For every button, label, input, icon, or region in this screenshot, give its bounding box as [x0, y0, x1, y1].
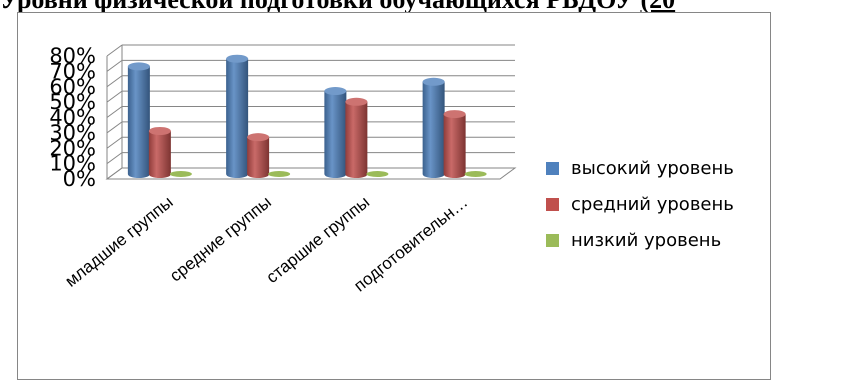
- legend-swatch-medium: [546, 197, 559, 211]
- bar-top: [127, 62, 150, 71]
- bar-top: [247, 133, 270, 142]
- y-tick-label: 80%: [49, 44, 96, 68]
- side-gridline: [106, 121, 123, 134]
- legend-item-low: низкий уровень: [546, 222, 734, 258]
- y-tick-label: 70%: [49, 59, 96, 83]
- bar: [247, 137, 270, 179]
- legend-label-low: низкий уровень: [571, 229, 722, 251]
- bar-top: [226, 54, 249, 63]
- bar-top: [422, 77, 445, 86]
- y-tick-label: 40%: [49, 106, 96, 130]
- x-tick-label: младшие группы: [61, 192, 176, 290]
- bar: [443, 114, 466, 179]
- y-tick-label: 50%: [49, 90, 96, 114]
- bar: [366, 171, 389, 178]
- bar: [464, 171, 487, 178]
- y-tick-label: 60%: [49, 75, 96, 99]
- bar: [422, 81, 445, 179]
- legend-label-medium: средний уровень: [571, 193, 734, 215]
- x-tick-label: средние группы: [166, 192, 275, 285]
- bar: [345, 101, 368, 179]
- legend-item-high: высокий уровень: [546, 150, 734, 186]
- y-tick-label: 30%: [49, 121, 96, 145]
- legend-item-medium: средний уровень: [546, 186, 734, 222]
- legend-swatch-high: [546, 161, 559, 175]
- legend-swatch-low: [546, 233, 559, 247]
- bar: [268, 171, 291, 178]
- side-gridline: [106, 136, 123, 149]
- document-title: Уровни физической подготовки обучающихся…: [0, 0, 847, 14]
- bar: [148, 131, 171, 179]
- bar-top: [345, 97, 368, 106]
- legend-label-high: высокий уровень: [571, 157, 734, 179]
- bar-top: [148, 127, 171, 135]
- bar: [127, 66, 150, 179]
- document-title-text: Уровни физической подготовки обучающихся…: [0, 0, 640, 14]
- document-title-year: (20: [640, 0, 675, 14]
- x-tick-label: старшие группы: [263, 192, 374, 287]
- y-tick-label: 20%: [49, 136, 96, 160]
- side-gridline: [106, 167, 123, 180]
- y-tick-label: 10%: [49, 152, 96, 176]
- y-tick-label: 0%: [63, 167, 96, 191]
- side-gridline: [106, 152, 123, 165]
- bar-top: [324, 87, 347, 96]
- side-gridline: [106, 75, 123, 88]
- side-gridline: [106, 59, 123, 72]
- chart-legend: высокий уровень средний уровень низкий у…: [546, 150, 734, 258]
- side-gridline: [106, 90, 123, 103]
- bar: [169, 171, 192, 178]
- bar: [226, 58, 249, 179]
- bar-top: [443, 110, 466, 119]
- bar: [324, 91, 347, 179]
- side-gridline: [106, 44, 123, 57]
- side-gridline: [106, 106, 123, 118]
